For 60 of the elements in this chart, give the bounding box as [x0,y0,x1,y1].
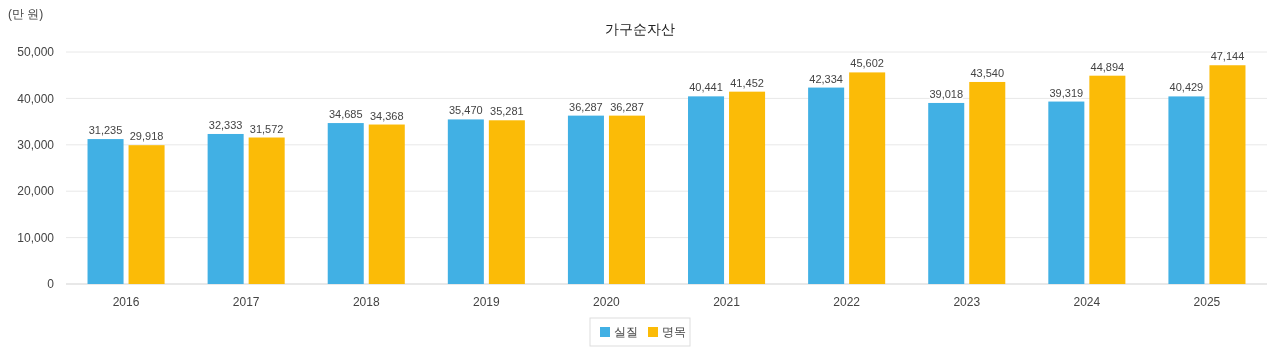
y-tick-label: 30,000 [17,138,55,152]
bar [928,102,965,284]
data-label: 36,287 [610,100,644,113]
data-label: 39,319 [1049,86,1084,99]
bar [1048,101,1085,284]
data-label: 44,894 [1090,60,1125,73]
data-label: 34,368 [369,109,404,122]
data-label: 43,540 [970,66,1005,79]
data-label: 29,918 [129,130,164,143]
bar [207,133,244,284]
x-tick-label: 2019 [473,295,501,309]
bar [808,87,845,284]
chart-title: 가구순자산 [605,21,675,37]
x-tick-label: 2021 [713,295,741,309]
data-label: 31,572 [249,122,284,135]
bar [368,124,405,284]
data-label: 47,144 [1210,50,1245,63]
data-label: 35,470 [449,104,483,117]
bar [488,120,525,284]
bar [1209,65,1246,284]
bar [248,137,285,284]
bar [849,72,886,284]
bar [688,96,725,284]
legend-label: 명목 [662,325,686,339]
bar [1168,96,1205,284]
bar [1089,75,1126,284]
data-label: 32,333 [208,118,243,131]
bar [567,115,604,284]
y-tick-label: 10,000 [17,230,55,245]
bar [447,119,484,284]
data-label: 40,441 [689,81,723,94]
bar [608,115,645,284]
y-tick-label: 20,000 [17,184,55,199]
x-tick-label: 2025 [1193,295,1221,309]
data-label: 34,685 [328,108,363,121]
bar [729,91,766,284]
y-tick-label: 40,000 [17,91,55,106]
x-tick-label: 2016 [112,295,140,309]
bar [969,81,1006,284]
x-tick-label: 2020 [593,295,621,309]
x-tick-label: 2023 [953,295,981,309]
data-label: 39,018 [929,87,964,100]
data-label: 31,235 [88,124,123,137]
data-label: 40,429 [1169,81,1204,94]
y-axis-title: (만 원) [8,7,44,21]
x-tick-label: 2017 [232,295,260,309]
bar [327,123,364,284]
legend-label: 실질 [614,325,638,339]
y-tick-label: 0 [47,277,55,292]
x-tick-label: 2018 [352,295,380,309]
data-label: 35,281 [490,105,524,118]
x-tick-label: 2022 [833,295,861,309]
data-label: 42,334 [809,72,843,85]
bar [128,145,165,284]
y-tick-label: 50,000 [17,45,55,60]
data-label: 45,602 [850,57,884,70]
data-label: 41,452 [730,76,764,89]
bar [87,139,124,284]
x-tick-label: 2024 [1073,295,1101,309]
data-label: 36,287 [569,100,603,113]
